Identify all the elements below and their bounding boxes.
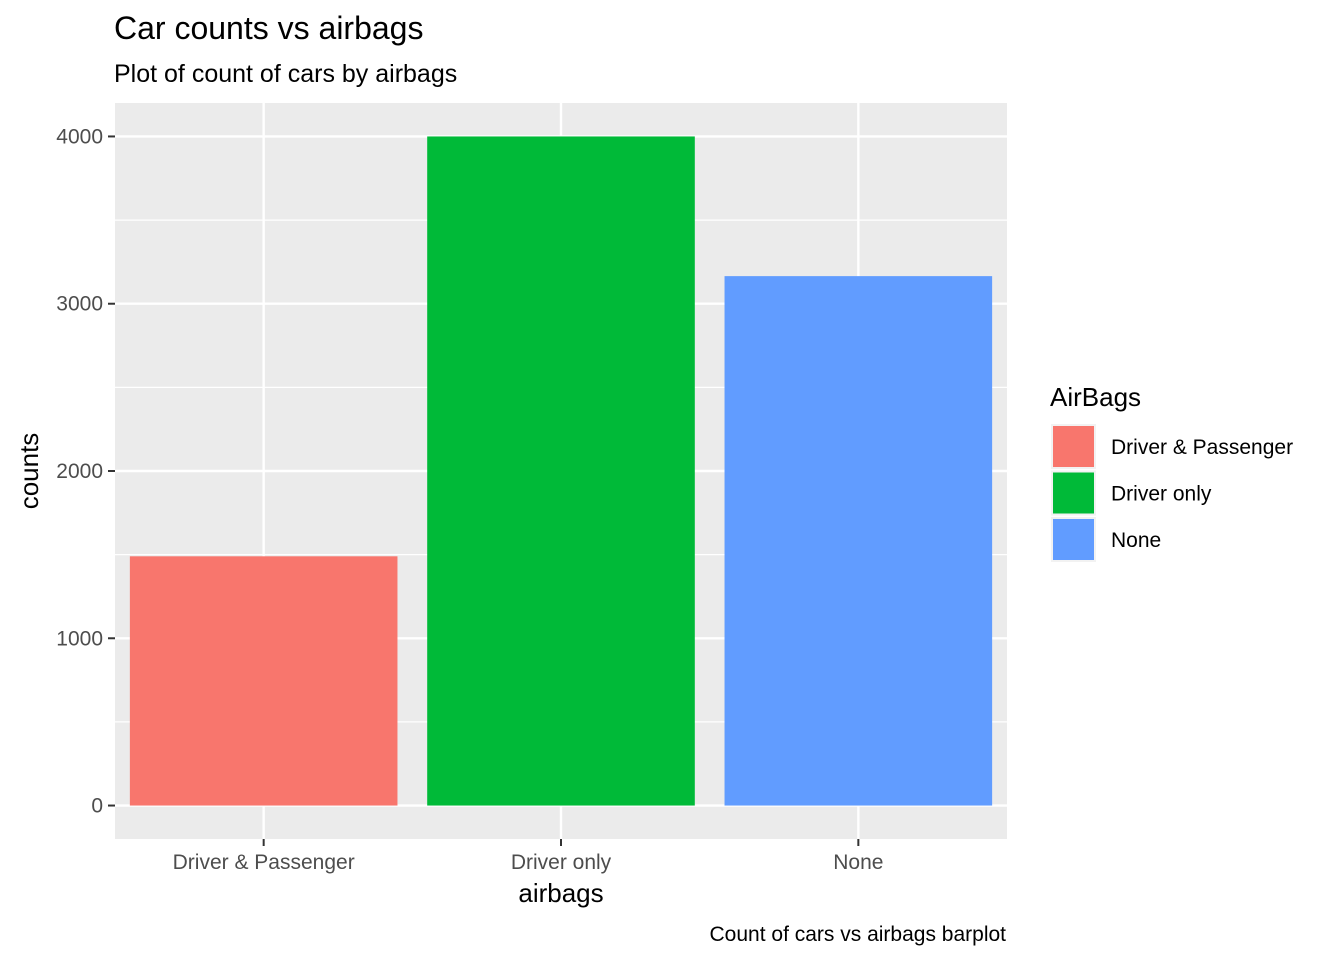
legend-swatch <box>1053 426 1094 467</box>
bar-none <box>724 276 993 806</box>
y-tick-label: 1000 <box>56 627 103 650</box>
x-tick-label: Driver & Passenger <box>173 851 355 874</box>
y-tick-label: 2000 <box>56 460 103 483</box>
x-axis-title: airbags <box>518 878 603 908</box>
legend-swatch <box>1053 472 1094 514</box>
x-axis: Driver & Passenger Driver only None <box>173 839 883 874</box>
chart-caption: Count of cars vs airbags barplot <box>710 923 1007 946</box>
legend: AirBags Driver & Passenger Driver only Non… <box>1050 382 1293 562</box>
y-axis-title: counts <box>14 433 44 510</box>
x-tick-label: None <box>833 851 883 874</box>
legend-label: Driver only <box>1111 483 1212 506</box>
legend-label: None <box>1111 529 1161 552</box>
y-tick-label: 3000 <box>56 293 103 316</box>
legend-entries: Driver & Passenger Driver only None <box>1051 424 1293 562</box>
chart-title: Car counts vs airbags <box>114 10 423 46</box>
legend-swatch <box>1053 519 1094 560</box>
legend-title: AirBags <box>1050 382 1141 412</box>
legend-label: Driver & Passenger <box>1111 436 1293 459</box>
chart-subtitle: Plot of count of cars by airbags <box>114 60 457 88</box>
y-tick-label: 0 <box>91 795 103 818</box>
bar-driver-only <box>427 136 695 806</box>
bars <box>129 136 993 806</box>
x-tick-label: Driver only <box>511 851 612 874</box>
bar-driver-passenger <box>129 556 398 806</box>
y-tick-label: 4000 <box>56 125 103 148</box>
y-axis: 0 1000 2000 3000 4000 <box>56 125 115 818</box>
